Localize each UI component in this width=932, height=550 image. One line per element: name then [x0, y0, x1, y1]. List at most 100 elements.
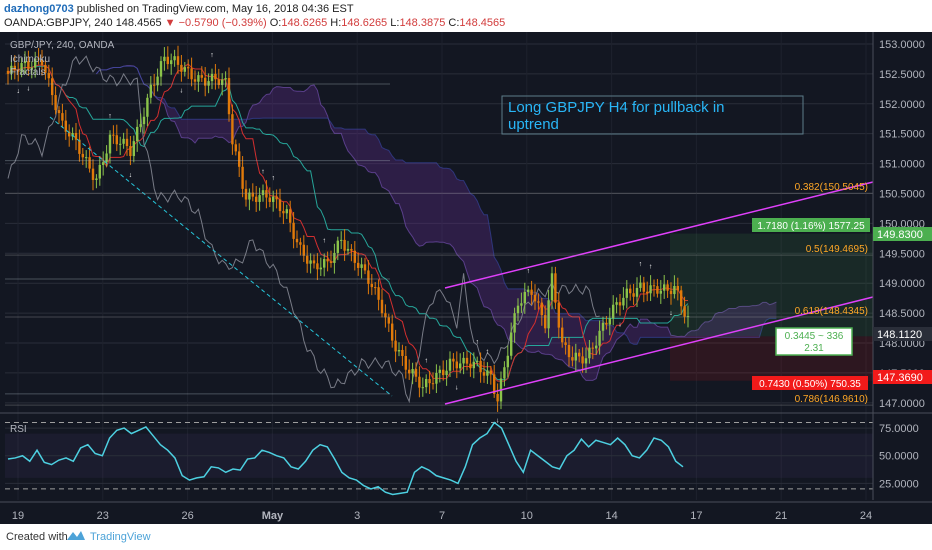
candle-body — [231, 114, 234, 145]
candle-body — [285, 209, 288, 214]
candle-body — [544, 315, 547, 329]
candle-body — [282, 211, 285, 214]
profit-zone — [670, 233, 873, 337]
x-tick-label: 14 — [605, 510, 617, 522]
target-box[interactable] — [752, 218, 870, 232]
cloud-fill — [96, 65, 777, 381]
legend-title: GBP/JPY, 240, OANDA — [10, 40, 115, 51]
candle-body — [676, 285, 679, 291]
candle-body — [166, 56, 169, 65]
candle-body — [47, 72, 50, 79]
annotation-line-2: uptrend — [508, 116, 559, 133]
open-label: O: — [269, 17, 282, 29]
candle-body — [581, 356, 584, 364]
position-labels[interactable]: 1.7180 (1.16%) 1577.25 0.7430 (0.50%) 75… — [752, 218, 870, 390]
downtrend-line[interactable] — [49, 116, 393, 397]
tradingview-link[interactable]: TradingView — [90, 531, 151, 543]
annotation-box[interactable] — [501, 95, 804, 135]
candle-body — [656, 286, 659, 294]
candle-body — [493, 374, 496, 394]
close-value: 148.4565 — [459, 17, 506, 29]
span-b-line — [96, 65, 777, 345]
fractal-up-mark: ↑ — [424, 357, 428, 364]
candle-body — [163, 56, 166, 62]
candle-body — [71, 133, 74, 137]
stop-box[interactable] — [752, 376, 868, 390]
candle-body — [132, 141, 135, 157]
candle-body — [404, 355, 407, 370]
candle-body — [27, 61, 30, 70]
low-label: L: — [390, 17, 400, 29]
created-with-text: Created with — [6, 531, 68, 543]
rsi-tick-label: 75.0000 — [879, 423, 919, 435]
candle-body — [411, 369, 414, 374]
last-price: 148.4565 — [115, 17, 162, 29]
x-tick-label: 10 — [521, 510, 533, 522]
y-tick-label: 148.5000 — [879, 308, 925, 320]
candle-body — [210, 73, 214, 82]
entry-price-tag — [873, 327, 932, 341]
candle-body — [217, 79, 220, 85]
fib-level-label: 0.618(148.4345) — [795, 306, 868, 317]
tradingview-logo-icon[interactable] — [66, 529, 86, 543]
candle-body — [595, 345, 598, 349]
legend: GBP/JPY, 240, OANDA Ichimoku Fractals RS… — [10, 40, 115, 435]
candle-body — [527, 289, 530, 292]
x-tick-label: 24 — [860, 510, 872, 522]
candle-body — [323, 259, 326, 268]
drawings[interactable]: Long GBPJPY H4 for pullback in uptrend — [49, 95, 874, 405]
candle-body — [479, 360, 482, 373]
candle-body — [312, 260, 316, 264]
candle-body — [261, 190, 265, 196]
candle-body — [275, 196, 278, 200]
candle-body — [346, 248, 350, 251]
candle-body — [302, 244, 305, 256]
candle-body — [632, 293, 635, 297]
fibonacci-labels: 0.382(150.5045) 0.5(149.4695) 0.618(148.43… — [5, 83, 873, 406]
kijun-line — [7, 65, 689, 381]
candle-body — [108, 134, 112, 154]
candle-body — [380, 299, 384, 314]
candle-body — [183, 67, 186, 72]
candle-body — [360, 264, 363, 268]
candle-body — [326, 259, 329, 262]
candle-body — [571, 357, 574, 361]
candle-body — [336, 240, 339, 253]
price-tags: 149.8300 148.1120 147.3690 — [873, 227, 932, 384]
chart-area[interactable]: ↓ ↓ ↑ ↓ ↓ ↑ ↑ ↑ ↑ ↑ ↓ ↑ ↑ ↓ ↑ ↓ ↑ ↑ ↓ Long GBPJPY H4 for p… — [0, 32, 932, 524]
candle-body — [170, 60, 173, 65]
fractal-down-mark: ↓ — [669, 310, 673, 317]
candle-body — [244, 188, 248, 200]
candle-body — [442, 369, 445, 376]
stop-price-tag — [873, 370, 932, 384]
candle-body — [74, 133, 78, 140]
candle-body — [187, 67, 190, 69]
candle-body — [319, 267, 322, 270]
candle-body — [615, 302, 618, 305]
candle-body — [642, 282, 645, 292]
candle-body — [428, 379, 431, 384]
symbol-text: OANDA:GBPJPY, 240 — [4, 17, 113, 29]
candle-body — [452, 358, 455, 362]
chart-canvas[interactable]: ↓ ↓ ↑ ↓ ↓ ↑ ↑ ↑ ↑ ↑ ↓ ↑ ↑ ↓ ↑ ↓ ↑ ↑ ↓ Long GBPJPY H4 for p… — [0, 32, 932, 524]
candle-body — [435, 372, 438, 384]
candle-body — [363, 264, 367, 271]
candle-body — [673, 285, 676, 295]
author-link[interactable]: dazhong0703 — [4, 3, 74, 15]
candle-body — [61, 113, 64, 121]
candle-body — [139, 124, 142, 127]
candle-body — [680, 290, 683, 307]
fib-level-label: 0.5(149.4695) — [806, 244, 868, 255]
candle-body — [309, 260, 312, 264]
candle-body — [663, 284, 666, 291]
candle-body — [598, 330, 601, 346]
candle-body — [125, 138, 129, 147]
risk-reward-box[interactable] — [775, 327, 853, 356]
candle-body — [686, 316, 690, 318]
candle-body — [197, 75, 200, 82]
channel-upper-line[interactable] — [444, 181, 874, 289]
candle-body — [530, 289, 533, 295]
high-label: H: — [330, 17, 342, 29]
channel-lower-line[interactable] — [444, 296, 874, 405]
candle-body — [601, 322, 605, 331]
